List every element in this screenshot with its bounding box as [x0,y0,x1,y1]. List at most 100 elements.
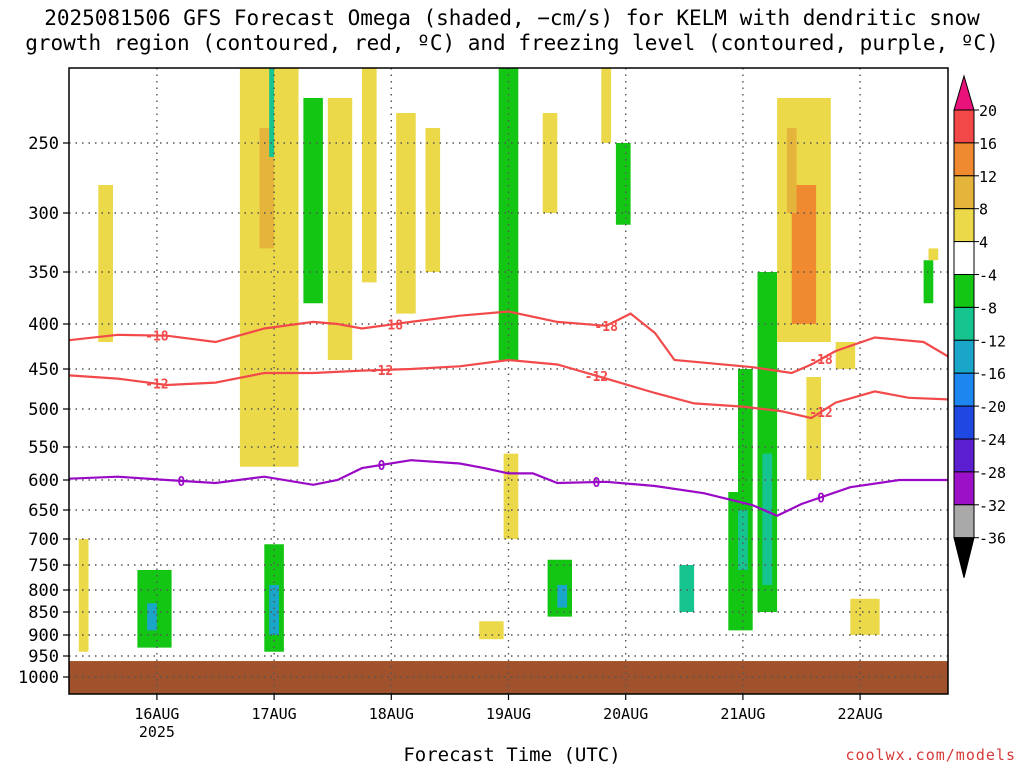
colorbar-swatch [953,175,975,210]
colorbar-label: -32 [979,497,1006,515]
colorbar: 20 16 12 8 4 -4 -8 -12 -16 -20 -24 -28 -32 -36 [953,74,1006,578]
x-tick-label: 19AUG [486,705,531,723]
contour-line [69,358,948,420]
y-tick-label: 900 [28,626,59,646]
y-tick-label: 500 [28,400,59,420]
omega-area [806,377,821,480]
grid-lines [69,68,948,694]
x-tick-sublabel: 2025 [139,723,175,741]
omega-area [396,113,416,314]
colorbar-arrow-bottom [953,537,975,578]
omega-area [98,185,113,342]
contour-label: 0 [177,475,185,490]
colorbar-label: -36 [979,530,1006,548]
y-tick-label: 800 [28,581,59,601]
contour-label: -18 [594,320,618,335]
y-tick-label: 650 [28,501,59,521]
omega-area [259,128,275,249]
omega-shading [78,68,939,652]
y-tick-label: 1000 [18,668,59,688]
colorbar-label: 12 [979,168,997,186]
omega-area [679,565,695,612]
colorbar-swatch [953,339,975,374]
colorbar-arrow-top [953,74,975,111]
colorbar-label: -28 [979,464,1006,482]
y-tick-label: 850 [28,603,59,623]
omega-area [557,585,568,608]
credit-text: coolwx.com/models [845,746,1016,764]
omega-area [327,98,353,360]
omega-area [738,510,748,570]
ground-layer [69,661,948,694]
colorbar-swatch [953,306,975,341]
colorbar-swatch [953,208,975,243]
omega-area [503,453,519,539]
contour-label: -18 [809,353,833,368]
colorbar-swatch [953,142,975,177]
x-tick-label: 18AUG [369,705,414,723]
colorbar-label: 4 [979,234,988,252]
omega-area [425,128,441,272]
y-tick-label: 350 [28,263,59,283]
colorbar-label: 20 [979,102,997,120]
omega-area [601,68,612,143]
omega-area [303,98,323,304]
omega-area [850,598,880,635]
y-tick-label: 600 [28,471,59,491]
title-line-2: growth region (contoured, red, ºC) and f… [25,31,999,55]
contour-label: -12 [370,364,393,379]
omega-area [762,453,773,585]
colorbar-label: -4 [979,267,997,285]
contour-label: 0 [378,459,386,474]
colorbar-label: -24 [979,431,1006,449]
y-tick-label: 550 [28,438,59,458]
contour-line [69,310,948,375]
colorbar-label: 16 [979,135,997,153]
contour-line [69,459,948,518]
colorbar-swatch [953,274,975,308]
omega-area [738,369,753,492]
omega-area [786,128,797,213]
omega-area [269,585,279,635]
contour-label: -12 [145,378,168,393]
omega-area [362,68,377,283]
x-tick-label: 20AUG [603,705,648,723]
ground-below-surface [69,661,948,694]
y-tick-label: 300 [28,204,59,224]
colorbar-swatch [953,438,975,473]
omega-area [923,260,934,304]
colorbar-swatch [953,241,975,276]
omega-area [615,143,631,225]
omega-area [269,68,275,157]
omega-area [147,603,157,631]
colorbar-label: -12 [979,332,1006,350]
colorbar-label: -16 [979,365,1006,383]
colorbar-swatch [953,471,975,506]
y-tick-label: 950 [28,647,59,667]
x-tick-label: 21AUG [720,705,765,723]
omega-area [928,248,939,261]
y-tick-label: 400 [28,315,59,335]
colorbar-label: -8 [979,299,997,317]
chart-title: 2025081506 GFS Forecast Omega (shaded, −… [0,6,1024,56]
colorbar-swatch [953,504,975,539]
colorbar-swatch [953,109,975,144]
contour-label: -12 [809,406,832,421]
y-tick-label: 450 [28,360,59,380]
x-tick-label: 17AUG [252,705,297,723]
contour-label: 0 [817,491,825,506]
colorbar-label: -20 [979,398,1006,416]
colorbar-swatch [953,405,975,440]
y-tick-label: 700 [28,530,59,550]
contour-label: 0 [592,476,600,491]
omega-area [498,68,519,360]
x-tick-label: 16AUG [134,705,179,723]
y-tick-label: 750 [28,556,59,576]
colorbar-label: 8 [979,201,988,219]
omega-area [239,68,299,467]
contour-label: -18 [380,319,404,334]
x-tick-label: 22AUG [838,705,883,723]
omega-area [78,539,89,652]
